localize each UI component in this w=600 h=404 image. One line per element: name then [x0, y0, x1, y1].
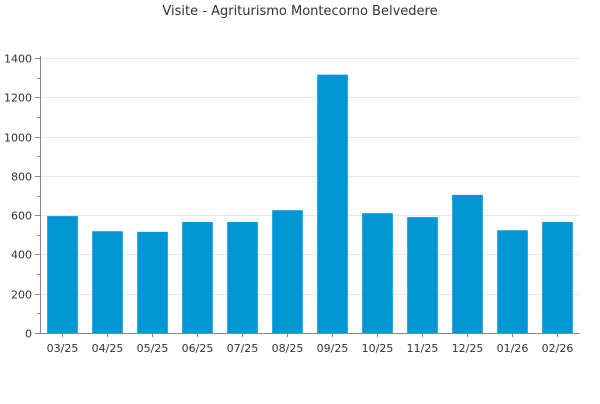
bar: [362, 213, 393, 333]
bar: [47, 216, 78, 334]
x-tick-label: 09/25: [317, 342, 349, 355]
bar: [227, 222, 258, 333]
x-tick-label: 04/25: [92, 342, 124, 355]
x-tick-label: 06/25: [182, 342, 214, 355]
y-tick-label: 600: [11, 210, 32, 223]
bar: [317, 74, 348, 333]
y-tick-label: 1200: [4, 92, 32, 105]
x-tick-label: 12/25: [452, 342, 484, 355]
bar: [272, 210, 303, 333]
y-tick-label: 400: [11, 249, 32, 262]
y-tick-label: 800: [11, 171, 32, 184]
y-tick-label: 1400: [4, 53, 32, 66]
bar: [92, 231, 123, 333]
bar: [497, 230, 528, 333]
x-tick-label: 05/25: [137, 342, 169, 355]
y-tick-label: 200: [11, 289, 32, 302]
x-tick-label: 11/25: [407, 342, 439, 355]
bar: [542, 222, 573, 333]
x-tick-label: 01/26: [497, 342, 529, 355]
x-tick-label: 02/26: [542, 342, 574, 355]
x-tick-label: 03/25: [47, 342, 79, 355]
y-tick-label: 1000: [4, 132, 32, 145]
y-tick-label: 0: [25, 328, 32, 341]
bar: [407, 217, 438, 333]
x-tick-label: 07/25: [227, 342, 259, 355]
bar: [182, 222, 213, 333]
bar: [137, 231, 168, 333]
x-tick-label: 08/25: [272, 342, 304, 355]
x-tick-label: 10/25: [362, 342, 394, 355]
bar: [452, 194, 483, 333]
chart-title: Visite - Agriturismo Montecorno Belveder…: [162, 4, 438, 19]
